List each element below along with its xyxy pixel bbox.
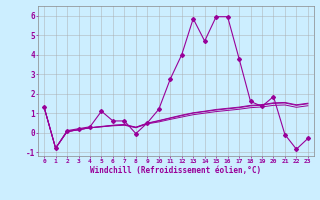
- X-axis label: Windchill (Refroidissement éolien,°C): Windchill (Refroidissement éolien,°C): [91, 166, 261, 175]
